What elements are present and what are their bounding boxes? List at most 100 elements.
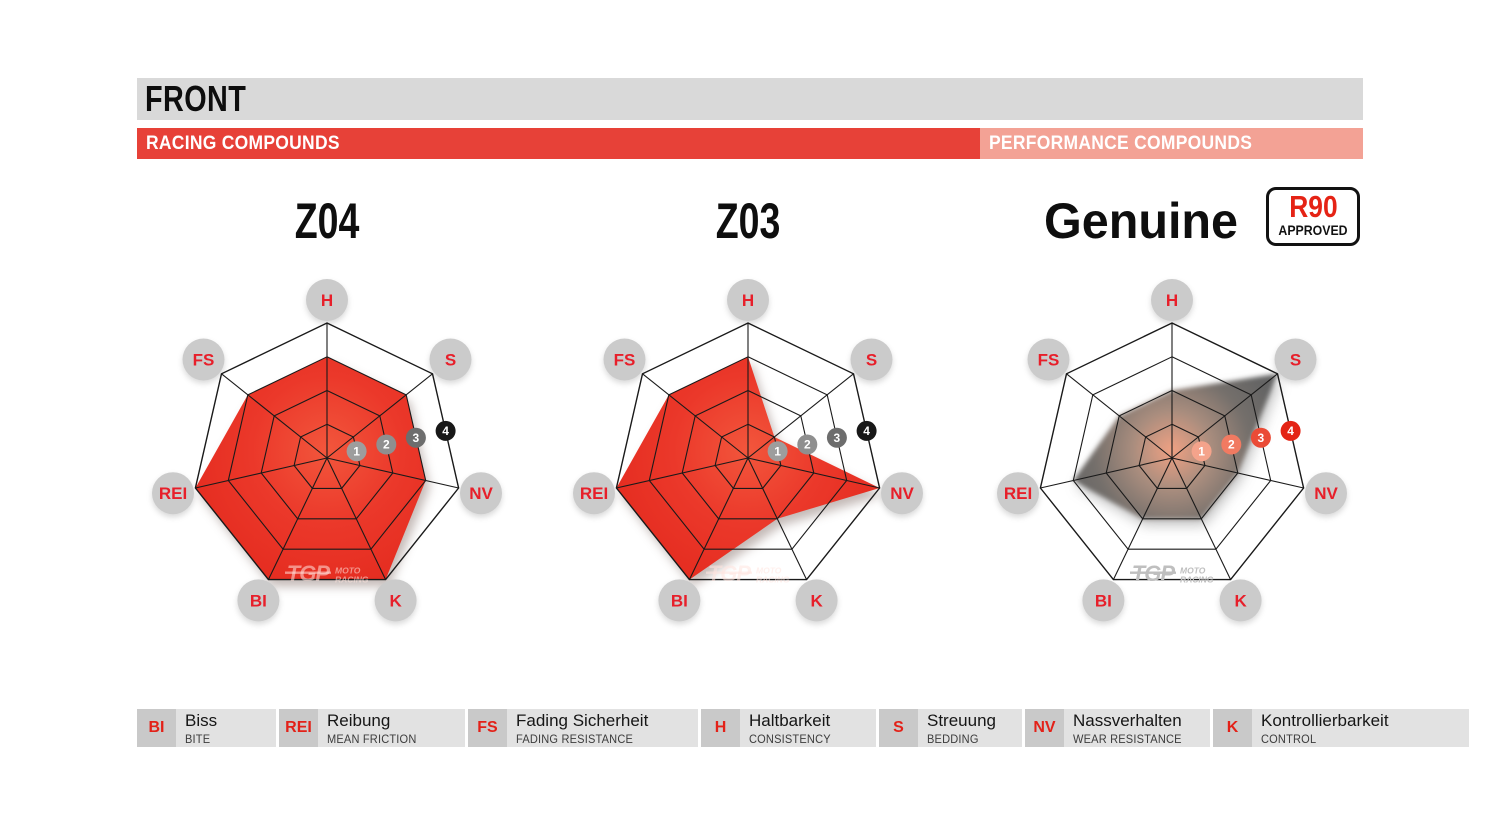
chart-title-genuine: Genuine — [1043, 193, 1239, 249]
svg-text:K: K — [1234, 591, 1247, 610]
legend-term: Streuung — [927, 711, 996, 730]
legend-translation: FADING RESISTANCE — [516, 732, 634, 746]
svg-text:FS: FS — [193, 351, 215, 370]
axis-label-s: S — [1274, 338, 1317, 381]
r90-label: R90 — [1288, 189, 1338, 224]
scale-marker-1: 1 — [1191, 441, 1212, 462]
svg-text:1: 1 — [1198, 444, 1205, 458]
scale-marker-2: 2 — [1221, 434, 1242, 455]
axis-label-k: K — [795, 579, 838, 622]
axis-label-rei: REI — [573, 472, 615, 515]
scale-marker-3: 3 — [1250, 427, 1271, 448]
axis-label-rei: REI — [152, 472, 194, 515]
legend-term: Nassverhalten — [1073, 711, 1182, 730]
svg-text:3: 3 — [834, 431, 841, 445]
scale-marker-1: 1 — [346, 441, 367, 462]
svg-text:REI: REI — [580, 484, 608, 503]
svg-text:S: S — [445, 351, 456, 370]
axis-label-fs: FS — [1027, 338, 1070, 381]
chart-title-z04: Z04 — [294, 193, 360, 249]
approved-label: APPROVED — [1278, 222, 1348, 238]
legend-translation: MEAN FRICTION — [327, 732, 417, 746]
chart-title-z03: Z03 — [715, 193, 781, 249]
axis-label-bi: BI — [658, 579, 701, 622]
svg-text:1: 1 — [774, 444, 781, 458]
legend-item-fs: FS Fading Sicherheit FADING RESISTANCE — [468, 709, 698, 747]
performance-compounds-band: PERFORMANCE COMPOUNDS — [980, 128, 1363, 159]
axis-label-h: H — [306, 279, 348, 321]
legend-term: Fading Sicherheit — [516, 711, 649, 730]
axis-label-bi: BI — [1082, 579, 1125, 622]
svg-text:RACING: RACING — [1180, 575, 1214, 585]
axis-label-k: K — [374, 579, 417, 622]
svg-text:BI: BI — [1095, 591, 1112, 610]
svg-text:K: K — [389, 591, 402, 610]
scale-marker-4: 4 — [856, 420, 877, 441]
svg-text:FS: FS — [1038, 351, 1060, 370]
racing-compounds-band: RACING COMPOUNDS — [137, 128, 980, 159]
scale-marker-3: 3 — [405, 427, 426, 448]
legend-abbr-h: H — [701, 709, 740, 747]
scale-marker-2: 2 — [376, 434, 397, 455]
svg-text:K: K — [810, 591, 823, 610]
legend-item-nv: NV Nassverhalten WEAR RESISTANCE — [1025, 709, 1210, 747]
svg-text:RACING: RACING — [756, 575, 790, 585]
section-title: FRONT — [145, 78, 247, 119]
svg-text:2: 2 — [804, 438, 811, 452]
svg-text:NV: NV — [890, 484, 914, 503]
svg-text:MOTO: MOTO — [756, 566, 782, 576]
r90-approved-badge: R90 APPROVED — [1266, 187, 1360, 246]
legend-abbr-s: S — [879, 709, 918, 747]
svg-text:4: 4 — [1287, 424, 1294, 438]
legend-item-s: S Streuung BEDDING — [879, 709, 1022, 747]
svg-text:S: S — [866, 351, 877, 370]
svg-text:2: 2 — [1228, 438, 1235, 452]
svg-text:BI: BI — [250, 591, 267, 610]
svg-text:H: H — [742, 291, 754, 310]
axis-label-nv: NV — [1305, 472, 1347, 515]
legend-abbr-fs: FS — [468, 709, 507, 747]
scale-marker-4: 4 — [1280, 420, 1301, 441]
svg-text:REI: REI — [1004, 484, 1032, 503]
svg-text:BI: BI — [671, 591, 688, 610]
svg-text:2: 2 — [383, 438, 390, 452]
racing-compounds-label: RACING COMPOUNDS — [146, 133, 340, 154]
svg-text:1: 1 — [353, 444, 360, 458]
legend-abbr-rei: REI — [279, 709, 318, 747]
svg-text:NV: NV — [469, 484, 493, 503]
legend-term: Kontrollierbarkeit — [1261, 711, 1389, 730]
svg-text:H: H — [321, 291, 333, 310]
legend-translation: BITE — [185, 732, 211, 746]
svg-text:MOTO: MOTO — [1180, 566, 1206, 576]
axis-label-k: K — [1219, 579, 1262, 622]
svg-text:S: S — [1290, 351, 1301, 370]
legend-term: Haltbarkeit — [749, 711, 831, 730]
legend-term: Biss — [185, 711, 218, 730]
genuine-data-polygon — [1073, 373, 1278, 519]
axis-label-rei: REI — [997, 472, 1039, 515]
axis-label-nv: NV — [460, 472, 502, 515]
scale-marker-2: 2 — [797, 434, 818, 455]
legend-translation: WEAR RESISTANCE — [1073, 732, 1182, 746]
legend-translation: BEDDING — [927, 732, 979, 746]
svg-text:3: 3 — [413, 431, 420, 445]
legend-abbr-bi: BI — [137, 709, 176, 747]
scale-marker-4: 4 — [435, 420, 456, 441]
svg-text:3: 3 — [1258, 431, 1265, 445]
legend-abbr-nv: NV — [1025, 709, 1064, 747]
axis-label-nv: NV — [881, 472, 923, 515]
axis-label-s: S — [429, 338, 472, 381]
axis-label-h: H — [727, 279, 769, 321]
radar-grid — [1039, 322, 1305, 581]
axis-legend: BI Biss BITE REI Reibung MEAN FRICTION F… — [137, 709, 1469, 747]
legend-item-rei: REI Reibung MEAN FRICTION — [279, 709, 465, 747]
radar-grid — [194, 322, 460, 581]
svg-text:4: 4 — [442, 424, 449, 438]
legend-item-bi: BI Biss BITE — [137, 709, 276, 747]
legend-abbr-k: K — [1213, 709, 1252, 747]
